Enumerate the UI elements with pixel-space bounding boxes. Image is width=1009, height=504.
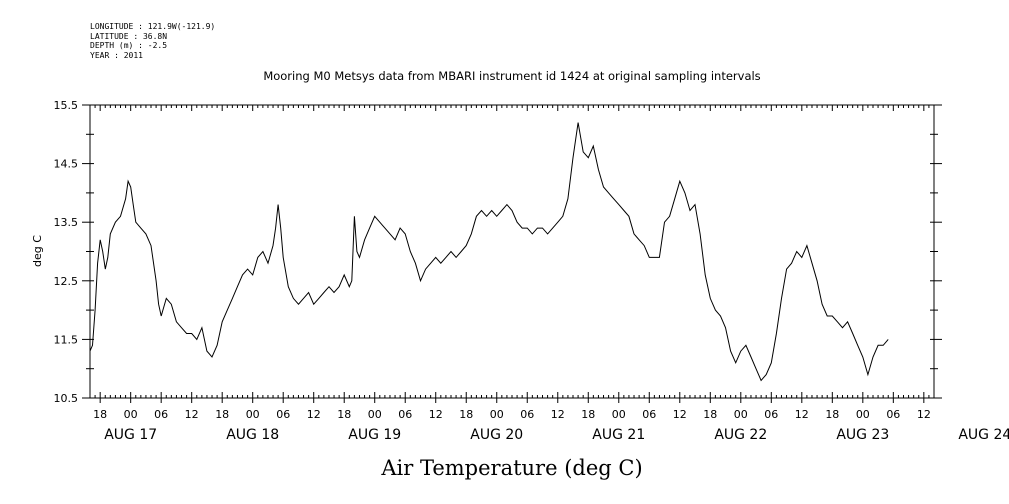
y-tick-label: 15.5 (54, 99, 79, 112)
latitude-label: LATITUDE : 36.8N (90, 31, 168, 41)
day-label: AUG 20 (470, 427, 523, 443)
y-axis-label: deg C (31, 235, 44, 267)
x-tick-label: 06 (642, 408, 656, 421)
x-tick-label: 18 (825, 408, 839, 421)
x-tick-label: 00 (734, 408, 748, 421)
x-tick-label: 18 (459, 408, 473, 421)
chart-title: Mooring M0 Metsys data from MBARI instru… (263, 69, 760, 83)
depth-label: DEPTH (m) : -2.5 (90, 41, 168, 50)
x-tick-label: 00 (612, 408, 626, 421)
day-label: AUG 23 (836, 427, 889, 443)
y-tick-label: 14.5 (54, 158, 79, 171)
x-tick-label: 06 (398, 408, 412, 421)
metadata-block: LONGITUDE : 121.9W(-121.9) LATITUDE : 36… (90, 22, 215, 60)
x-tick-label: 12 (185, 408, 199, 421)
day-label: AUG 24 (958, 427, 1009, 443)
day-label: AUG 17 (104, 427, 157, 443)
y-tick-label: 12.5 (54, 275, 79, 288)
day-labels: AUG 17 AUG 18 AUG 19 AUG 20 AUG 21 AUG 22 AUG … (104, 427, 1009, 443)
air-temperature-line (89, 122, 889, 382)
variable-label: Air Temperature (deg C) (380, 456, 642, 480)
day-label: AUG 22 (714, 427, 767, 443)
x-tick-label: 00 (124, 408, 138, 421)
y-tick-label: 10.5 (54, 392, 79, 405)
axis-ticks (82, 104, 942, 403)
x-tick-label: 18 (337, 408, 351, 421)
x-tick-label: 00 (368, 408, 382, 421)
year-label: YEAR : 2011 (90, 50, 143, 60)
x-tick-label: 12 (917, 408, 931, 421)
x-tick-label: 12 (795, 408, 809, 421)
x-tick-label: 18 (581, 408, 595, 421)
x-tick-label: 06 (154, 408, 168, 421)
y-tick-label: 13.5 (54, 216, 79, 229)
day-label: AUG 18 (226, 427, 279, 443)
day-label: AUG 19 (348, 427, 401, 443)
x-tick-label: 12 (429, 408, 443, 421)
x-tick-label: 06 (520, 408, 534, 421)
x-tick-label: 18 (703, 408, 717, 421)
x-tick-label: 06 (764, 408, 778, 421)
y-tick-labels: 10.5 11.5 12.5 13.5 14.5 15.5 (54, 99, 79, 405)
longitude-label: LONGITUDE : 121.9W(-121.9) (90, 22, 216, 31)
x-tick-label: 12 (307, 408, 321, 421)
x-tick-label: 12 (551, 408, 565, 421)
day-label: AUG 21 (592, 427, 645, 443)
x-tick-labels: 18 00 06 12 18 00 06 12 18 00 06 12 18 00 06 12 18 00 06 12… (93, 408, 931, 421)
plot-frame (89, 104, 935, 399)
x-tick-label: 12 (673, 408, 687, 421)
x-tick-label: 18 (215, 408, 229, 421)
x-tick-label: 18 (93, 408, 107, 421)
x-tick-label: 00 (490, 408, 504, 421)
x-tick-label: 06 (276, 408, 290, 421)
x-tick-label: 06 (886, 408, 900, 421)
x-tick-label: 00 (856, 408, 870, 421)
y-tick-label: 11.5 (54, 333, 79, 346)
x-tick-label: 00 (246, 408, 260, 421)
